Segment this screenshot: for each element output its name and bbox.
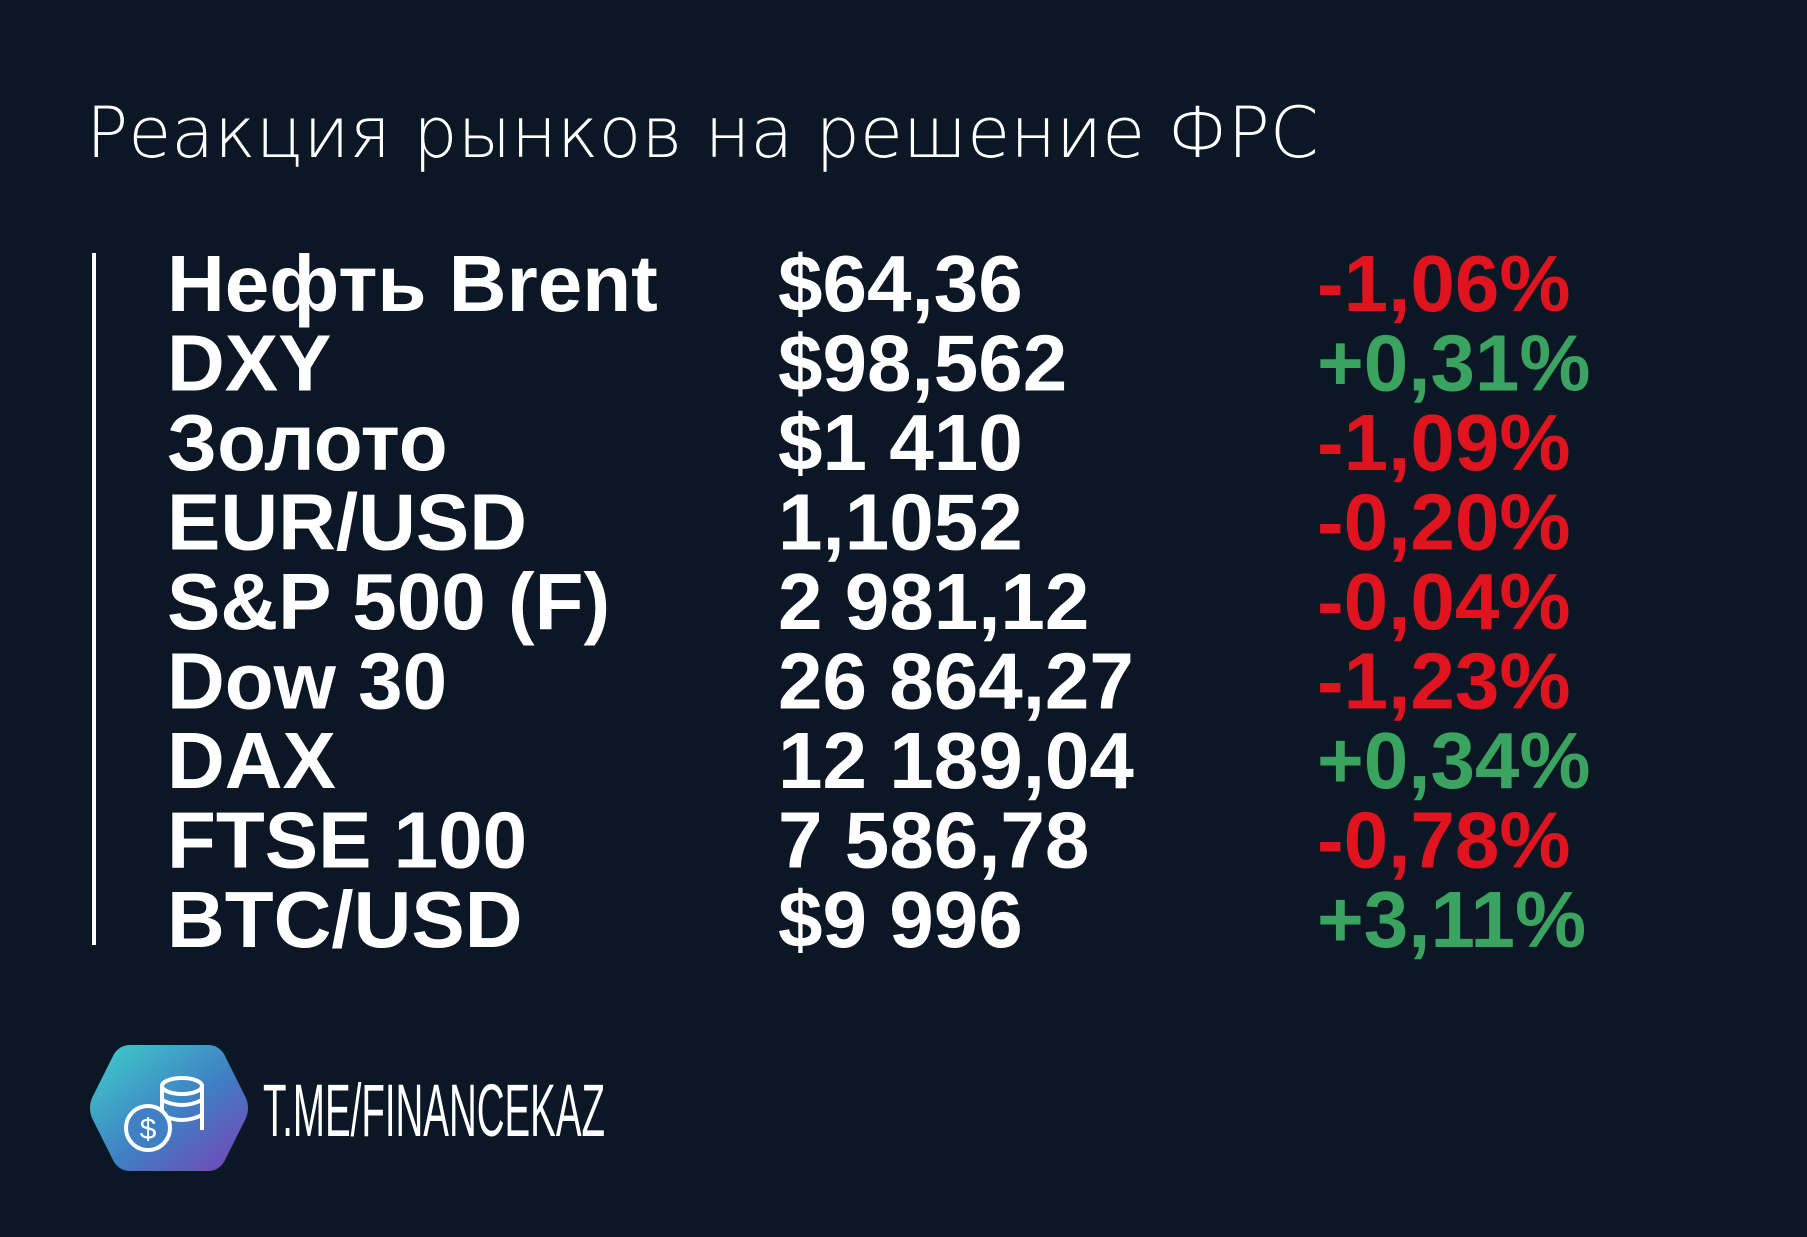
instrument-change: -0,20% xyxy=(1317,478,1570,567)
instrument-change: +0,31% xyxy=(1317,319,1591,408)
instrument-price: 1,1052 xyxy=(778,478,1023,567)
instrument-name: BTC/USD xyxy=(167,875,523,964)
channel-link[interactable]: T.ME/FINANCEKAZ xyxy=(263,1069,605,1152)
instrument-change: -0,78% xyxy=(1317,796,1570,885)
instrument-name: Золото xyxy=(167,398,448,487)
instrument-change: +3,11% xyxy=(1317,875,1586,964)
svg-text:$: $ xyxy=(140,1113,157,1146)
instrument-price: $98,562 xyxy=(778,319,1067,408)
instrument-name: Нефть Brent xyxy=(167,239,658,328)
instrument-price: 2 981,12 xyxy=(778,557,1089,646)
instrument-change: -1,09% xyxy=(1317,398,1570,487)
instrument-price: 26 864,27 xyxy=(778,637,1134,726)
instrument-price: 7 586,78 xyxy=(778,796,1089,885)
title: Реакция рынков на решение ФРС xyxy=(86,92,1319,174)
market-table: Нефть Brent $64,36 -1,06% DXY $98,562 +0,31% З… xyxy=(167,239,1591,964)
instrument-price: $1 410 xyxy=(778,398,1023,487)
instrument-change: -1,06% xyxy=(1317,239,1570,328)
instrument-name: FTSE 100 xyxy=(167,796,527,885)
logo-icon: $ xyxy=(90,1045,248,1171)
instrument-change: -0,04% xyxy=(1317,557,1570,646)
instrument-name: S&P 500 (F) xyxy=(167,557,610,646)
instrument-change: -1,23% xyxy=(1317,637,1570,726)
instrument-price: 12 189,04 xyxy=(778,716,1134,805)
instrument-name: EUR/USD xyxy=(167,478,527,567)
instrument-name: DXY xyxy=(167,319,332,408)
instrument-price: $64,36 xyxy=(778,239,1023,328)
instrument-price: $9 996 xyxy=(778,875,1023,964)
instrument-name: DAX xyxy=(167,716,336,805)
instrument-name: Dow 30 xyxy=(167,637,447,726)
instrument-change: +0,34% xyxy=(1317,716,1591,805)
